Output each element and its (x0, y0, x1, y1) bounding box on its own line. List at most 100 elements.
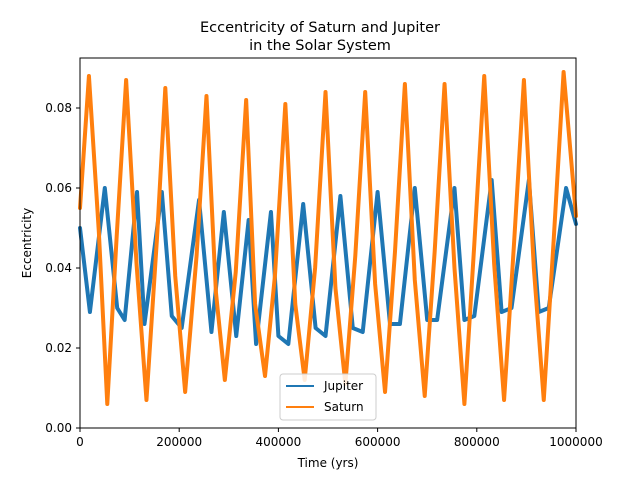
data-point-jupiter (452, 186, 456, 190)
data-point-saturn (363, 90, 367, 94)
data-point-saturn (97, 230, 101, 234)
data-point-saturn (383, 390, 387, 394)
y-tick-label: 0.00 (45, 421, 72, 435)
data-point-saturn (373, 282, 377, 286)
data-point-jupiter (286, 342, 290, 346)
data-point-jupiter (301, 202, 305, 206)
y-axis-label: Eccentricity (20, 208, 34, 278)
data-point-jupiter (462, 318, 466, 322)
data-point-jupiter (135, 190, 139, 194)
chart-title-line2: in the Solar System (249, 38, 391, 54)
data-point-jupiter (269, 210, 273, 214)
legend-label-jupiter: Jupiter (323, 379, 363, 393)
data-point-jupiter (234, 334, 238, 338)
data-point-jupiter (314, 326, 318, 330)
data-point-saturn (423, 394, 427, 398)
data-point-saturn (155, 238, 159, 242)
data-point-saturn (263, 374, 267, 378)
data-point-saturn (413, 278, 417, 282)
y-tick-label: 0.02 (45, 341, 72, 355)
data-point-jupiter (376, 190, 380, 194)
data-point-saturn (253, 302, 257, 306)
x-axis: 0 200000 400000 600000 800000 1000000 (76, 428, 603, 449)
series-layer (78, 70, 578, 406)
data-point-jupiter (472, 314, 476, 318)
data-point-saturn (324, 90, 328, 94)
plot-frame (79, 57, 577, 429)
y-axis: 0.00 0.02 0.04 0.06 0.08 (45, 101, 80, 435)
data-point-saturn (115, 234, 119, 238)
data-point-saturn (532, 266, 536, 270)
data-point-saturn (393, 250, 397, 254)
data-point-saturn (552, 238, 556, 242)
data-point-saturn (183, 390, 187, 394)
x-tick-label: 600000 (355, 435, 401, 449)
y-tick-label: 0.08 (45, 101, 72, 115)
data-point-saturn (173, 274, 177, 278)
data-point-saturn (313, 266, 317, 270)
data-point-saturn (482, 74, 486, 78)
data-point-saturn (244, 98, 248, 102)
data-point-saturn (283, 102, 287, 106)
data-point-jupiter (254, 342, 258, 346)
data-point-saturn (542, 398, 546, 402)
data-point-jupiter (142, 322, 146, 326)
data-point-jupiter (324, 334, 328, 338)
data-point-jupiter (115, 306, 119, 310)
data-point-saturn (492, 262, 496, 266)
data-point-saturn (214, 290, 218, 294)
data-point-saturn (273, 274, 277, 278)
data-point-saturn (462, 402, 466, 406)
data-point-saturn (522, 78, 526, 82)
data-point-jupiter (123, 318, 127, 322)
data-point-jupiter (276, 334, 280, 338)
x-tick-label: 200000 (156, 435, 202, 449)
x-tick-label: 1000000 (549, 435, 602, 449)
data-point-jupiter (222, 210, 226, 214)
data-point-saturn (452, 266, 456, 270)
data-point-saturn (87, 74, 91, 78)
data-point-saturn (472, 242, 476, 246)
data-point-saturn (223, 378, 227, 382)
data-point-jupiter (435, 318, 439, 322)
data-point-saturn (204, 94, 208, 98)
data-point-saturn (443, 82, 447, 86)
legend-label-saturn: Saturn (324, 400, 364, 414)
data-point-saturn (293, 302, 297, 306)
x-axis-label: Time (yrs) (297, 456, 359, 470)
data-point-saturn (234, 270, 238, 274)
data-point-jupiter (413, 186, 417, 190)
data-point-jupiter (398, 322, 402, 326)
data-point-saturn (433, 250, 437, 254)
legend: Jupiter Saturn (279, 373, 377, 421)
data-point-saturn (144, 398, 148, 402)
y-tick-label: 0.06 (45, 181, 72, 195)
data-point-saturn (502, 398, 506, 402)
data-point-saturn (105, 402, 109, 406)
data-point-saturn (195, 254, 199, 258)
data-point-saturn (163, 86, 167, 90)
x-tick-label: 0 (76, 435, 84, 449)
x-tick-label: 800000 (454, 435, 500, 449)
data-point-saturn (353, 254, 357, 258)
data-point-jupiter (338, 194, 342, 198)
data-point-jupiter (500, 310, 504, 314)
x-tick-label: 400000 (255, 435, 301, 449)
y-tick-label: 0.04 (45, 261, 72, 275)
data-point-jupiter (170, 314, 174, 318)
data-point-jupiter (564, 186, 568, 190)
data-point-saturn (403, 82, 407, 86)
data-point-saturn (135, 262, 139, 266)
data-point-saturn (124, 78, 128, 82)
data-point-saturn (512, 242, 516, 246)
data-point-jupiter (103, 186, 107, 190)
data-point-jupiter (209, 330, 213, 334)
data-point-saturn (333, 286, 337, 290)
data-point-jupiter (88, 310, 92, 314)
chart-title-line1: Eccentricity of Saturn and Jupiter (200, 20, 440, 36)
data-point-jupiter (361, 330, 365, 334)
data-point-jupiter (351, 326, 355, 330)
data-point-saturn (562, 70, 566, 74)
